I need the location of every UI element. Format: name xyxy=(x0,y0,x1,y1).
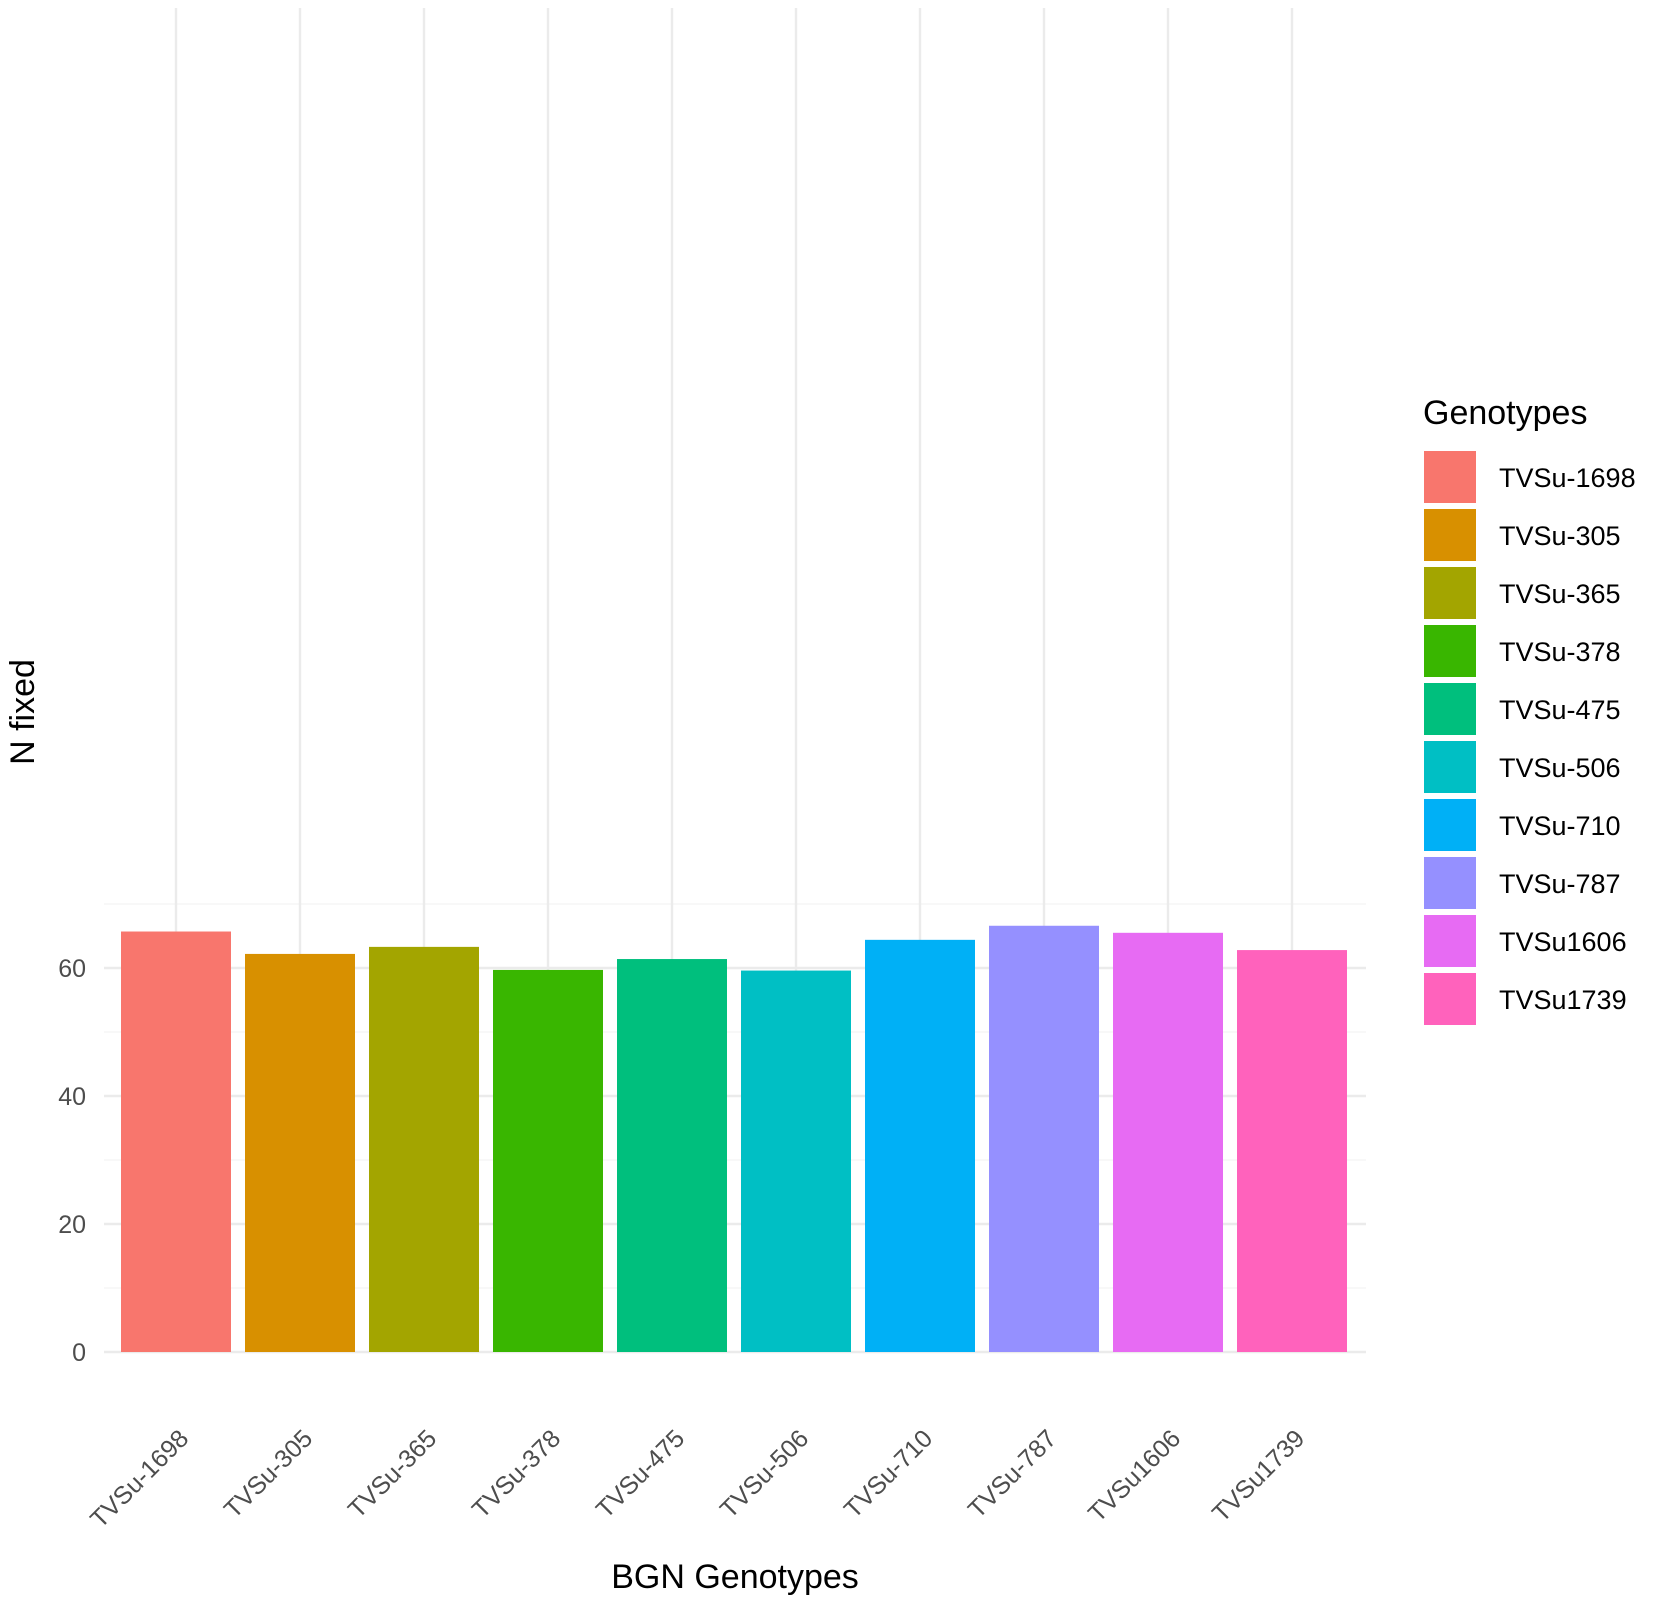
legend-title: Genotypes xyxy=(1423,394,1587,432)
x-tick-label: TVSu-365 xyxy=(343,1424,442,1523)
legend-label: TVSu1606 xyxy=(1499,927,1627,957)
x-tick-label: TVSu-475 xyxy=(591,1424,690,1523)
x-tick-label: TVSu-378 xyxy=(467,1424,566,1523)
bar-TVSu-475 xyxy=(617,959,727,1352)
legend-swatch xyxy=(1424,567,1476,619)
legend-label: TVSu-1698 xyxy=(1499,463,1636,493)
bar-TVSu-305 xyxy=(245,953,355,1352)
x-tick-label: TVSu-710 xyxy=(839,1424,938,1523)
legend-label: TVSu-305 xyxy=(1499,521,1621,551)
x-tick-label: TVSu1606 xyxy=(1083,1424,1186,1527)
legend-label: TVSu-378 xyxy=(1499,637,1621,667)
legend-swatch xyxy=(1424,799,1476,851)
legend-swatch xyxy=(1424,741,1476,793)
legend-label: TVSu-475 xyxy=(1499,695,1621,725)
legend-swatch xyxy=(1424,915,1476,967)
legend-items: TVSu-1698 TVSu-305 TVSu-365 TVSu-378 TVSu-47… xyxy=(1424,451,1636,1025)
x-axis-title: BGN Genotypes xyxy=(611,1558,859,1596)
legend: Genotypes TVSu-1698TVSu-305TVSu-365TVSu-… xyxy=(1423,394,1636,1025)
legend-label: TVSu1739 xyxy=(1499,985,1627,1015)
x-axis-ticks: TVSu-1698 TVSu-305 TVSu-365 TVSu-378 TVSu-47… xyxy=(85,1424,1310,1533)
legend-swatch xyxy=(1424,451,1476,503)
x-tick-label: TVSu-506 xyxy=(715,1424,814,1523)
legend-label: TVSu-365 xyxy=(1499,579,1621,609)
bar-TVSu1606 xyxy=(1113,932,1223,1352)
y-axis-title: N fixed xyxy=(4,659,42,765)
bar-TVSu-710 xyxy=(865,939,975,1352)
bar-TVSu-365 xyxy=(369,946,479,1352)
y-tick-label: 20 xyxy=(58,1211,86,1239)
legend-swatch xyxy=(1424,857,1476,909)
legend-swatch xyxy=(1424,683,1476,735)
y-tick-label: 40 xyxy=(58,1083,86,1111)
legend-swatch xyxy=(1424,625,1476,677)
x-tick-label: TVSu-305 xyxy=(219,1424,318,1523)
x-tick-label: TVSu-787 xyxy=(963,1424,1062,1523)
bar-TVSu-1698 xyxy=(121,931,231,1352)
x-tick-label: TVSu1739 xyxy=(1207,1424,1310,1527)
bar-TVSu-378 xyxy=(493,969,603,1352)
y-tick-label: 60 xyxy=(58,955,86,983)
y-tick-label: 0 xyxy=(72,1339,86,1367)
y-axis-ticks: 0 20 40 60 xyxy=(58,955,86,1367)
bars xyxy=(121,925,1347,1352)
legend-label: TVSu-787 xyxy=(1499,869,1621,899)
bar-TVSu1739 xyxy=(1237,950,1347,1352)
legend-label: TVSu-506 xyxy=(1499,753,1621,783)
legend-label: TVSu-710 xyxy=(1499,811,1621,841)
legend-swatch xyxy=(1424,973,1476,1025)
legend-swatch xyxy=(1424,509,1476,561)
bar-TVSu-787 xyxy=(989,925,1099,1352)
x-tick-label: TVSu-1698 xyxy=(85,1424,194,1533)
bar-TVSu-506 xyxy=(741,970,851,1352)
